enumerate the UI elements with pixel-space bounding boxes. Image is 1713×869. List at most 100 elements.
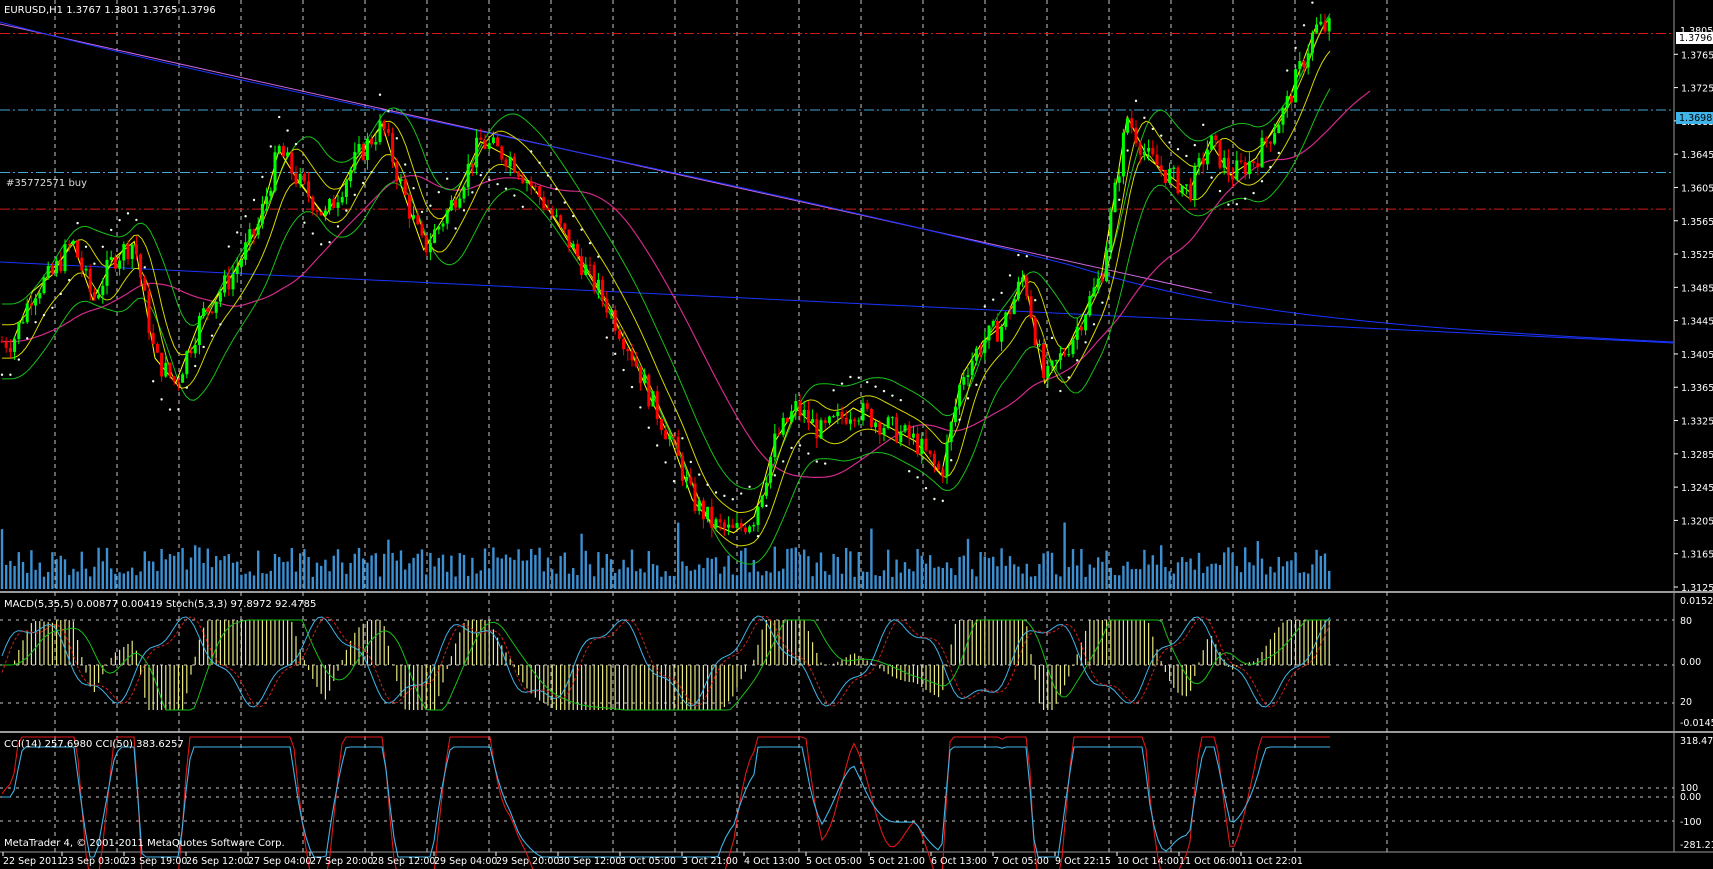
- volume-bar: [950, 568, 953, 589]
- volume-bar: [105, 547, 109, 589]
- macd-stoch-panel[interactable]: [0, 595, 1674, 730]
- candle-body: [748, 526, 752, 533]
- sar-dot: [488, 178, 491, 181]
- volume-bar: [786, 548, 789, 589]
- volume-bar: [941, 567, 944, 589]
- volume-bar: [483, 548, 487, 589]
- volume-bar: [265, 573, 268, 589]
- volume-bar: [248, 571, 251, 589]
- candle-body: [445, 210, 449, 224]
- sar-dot: [1235, 203, 1239, 206]
- macd-tick-label: 0.00: [1680, 657, 1701, 668]
- macd-header: MACD(5,35,5) 0.00877 0.00419 Stoch(5,3,3…: [4, 599, 316, 610]
- candle-body: [386, 128, 390, 134]
- sar-dot: [807, 452, 810, 455]
- volume-bar: [51, 552, 54, 589]
- volume-bar: [614, 572, 617, 589]
- candle-body: [832, 416, 836, 418]
- volume-bar: [677, 522, 680, 589]
- volume-bar: [647, 551, 650, 589]
- volume-bar: [462, 554, 466, 589]
- volume-bar: [1172, 573, 1175, 589]
- candle-body: [424, 235, 428, 253]
- candle-body: [113, 257, 117, 269]
- candle-body: [244, 242, 248, 260]
- candle-body: [210, 311, 214, 313]
- candle-body: [823, 420, 827, 424]
- sar-dot: [563, 201, 566, 204]
- sar-dot: [698, 473, 701, 476]
- volume-bar: [1260, 558, 1264, 589]
- sar-dot: [202, 345, 205, 349]
- candle-body: [827, 416, 831, 424]
- candle-body: [231, 273, 235, 290]
- volume-bar: [357, 547, 361, 589]
- time-tick-label: 26 Sep 12:00: [186, 856, 249, 867]
- candle-body: [1273, 133, 1277, 144]
- volume-bar: [471, 557, 474, 589]
- sar-dot: [1101, 301, 1104, 304]
- volume-bar: [731, 574, 734, 589]
- volume-bar: [42, 576, 46, 589]
- volume-bar: [1281, 566, 1285, 589]
- candle-body: [155, 343, 159, 353]
- candle-body: [63, 244, 67, 272]
- volume-bar: [706, 557, 709, 589]
- sar-dot: [723, 494, 726, 498]
- volume-bar: [748, 572, 751, 589]
- sar-dot: [950, 459, 953, 462]
- macd-signal-line: [2, 619, 1330, 711]
- volume-bar: [840, 573, 844, 589]
- volume-bar: [1210, 563, 1213, 589]
- volume-bar: [618, 569, 621, 589]
- sar-dot: [1092, 323, 1096, 326]
- sar-dot: [168, 408, 172, 411]
- candle-body: [340, 196, 344, 203]
- sar-dot: [731, 498, 734, 501]
- volume-bar: [97, 547, 100, 589]
- candle-body: [1092, 287, 1096, 297]
- candle-body: [214, 301, 218, 313]
- main-price-panel[interactable]: [0, 0, 1674, 591]
- time-tick-label: 3 Oct 05:00: [620, 856, 676, 867]
- volume-bar: [1286, 561, 1289, 589]
- volume-bar: [303, 549, 306, 589]
- candle-body: [546, 208, 550, 210]
- price-tick-label: 1.3485: [1681, 283, 1713, 294]
- volume-bar: [425, 574, 428, 589]
- sar-dot: [1277, 151, 1281, 155]
- candle-body: [865, 403, 869, 409]
- sar-dot: [1269, 165, 1272, 169]
- price-tick-label: 1.3525: [1681, 250, 1713, 261]
- sar-dot: [1260, 180, 1264, 183]
- candle-body: [420, 224, 424, 236]
- sar-dot: [1143, 116, 1146, 119]
- volume-bar: [1029, 576, 1033, 589]
- volume-bar: [832, 553, 835, 589]
- volume-bar: [1265, 574, 1268, 589]
- trendlines[interactable]: [0, 21, 1675, 344]
- candle-body: [328, 198, 332, 211]
- candle-body: [4, 341, 8, 348]
- volume-bar: [588, 564, 592, 589]
- volume-bar: [500, 558, 503, 589]
- candle-body: [651, 391, 655, 407]
- candle-body: [1201, 158, 1205, 165]
- volume-bar: [811, 576, 814, 589]
- volume-bar: [635, 571, 638, 589]
- sar-dot: [1025, 255, 1029, 258]
- volume-bar: [1164, 567, 1167, 589]
- volume-bar: [513, 559, 516, 589]
- candle-body: [508, 156, 512, 167]
- candle-body: [1109, 212, 1113, 250]
- volume-bar: [1269, 566, 1272, 589]
- volume-bar: [328, 571, 331, 589]
- volume-bar: [1143, 549, 1146, 589]
- sar-dot: [311, 232, 314, 235]
- candle-body: [71, 240, 75, 245]
- sar-dot: [630, 385, 634, 389]
- sar-dot: [118, 218, 121, 222]
- volume-bar: [1256, 541, 1259, 589]
- volume-bar: [664, 571, 667, 589]
